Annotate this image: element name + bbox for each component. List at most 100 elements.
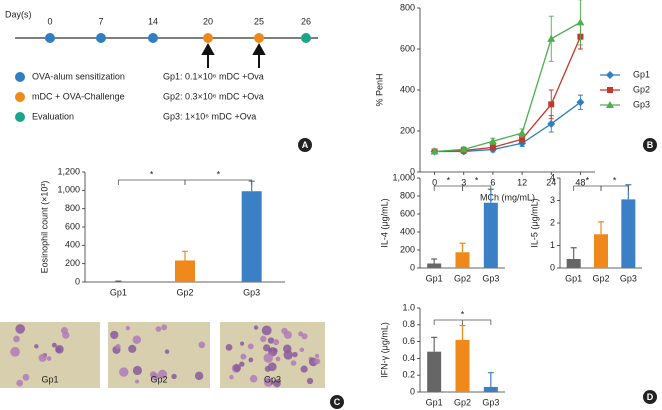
cell [239,361,245,367]
cell [10,346,20,357]
y-tick-label: 0 [75,276,80,286]
cell [260,335,267,343]
bar [483,202,498,268]
cell [292,351,298,358]
y-tick-label: 200 [400,244,415,254]
y-tick-label: 0.8 [402,319,415,329]
x-tick-label: Gp1 [110,287,127,297]
y-tick-label: 1,200 [57,166,80,176]
significance-bracket [433,185,463,191]
bar [566,259,581,268]
cell [128,344,137,353]
bar [594,234,608,268]
micrograph-label: Gp1 [41,374,58,384]
cell [314,353,320,358]
y-axis-label: IFN-γ (μg/mL) [379,322,389,378]
x-tick-label: 12 [517,177,527,187]
cell [13,335,20,343]
cell [300,365,308,373]
legend-dot [15,72,25,82]
y-tick-label: 1,000 [57,185,80,195]
error-bar [598,221,604,235]
marker [547,119,556,128]
y-tick-label: 4 [550,172,555,182]
bar [175,260,195,282]
x-tick-label: 24 [546,177,556,187]
marker [607,87,613,93]
marker [519,136,526,143]
x-tick-label: Gp1 [426,273,443,283]
day-dot [45,33,55,43]
y-tick-label: 600 [400,43,415,53]
error-bar [570,247,577,259]
marker [547,34,556,42]
y-tick-label: 1 [550,240,555,250]
day-dot [96,33,106,43]
cell [283,330,292,339]
x-tick-label: Gp3 [482,273,499,283]
cell [253,325,259,330]
marker [488,137,497,145]
cell [306,377,314,385]
bar [483,386,498,392]
legend-label: OVA-alum sensitization [32,71,125,81]
cell [198,341,206,349]
x-tick-label: 48 [575,177,585,187]
cell [248,357,254,363]
cell [110,330,119,340]
bar [241,191,262,282]
cell [240,353,247,360]
y-tick-label: 600 [400,208,415,218]
bar [427,351,442,392]
cell [115,343,121,350]
micrograph-label: Gp2 [150,374,167,384]
significance-label: * [217,169,221,179]
cell [132,365,142,376]
error-bar [431,336,438,352]
cell [229,374,234,380]
y-tick-label: 0 [550,262,555,272]
y-axis-label: IL-4 (μg/mL) [379,198,389,247]
y-tick-label: 800 [400,190,415,200]
y-tick-label: 3 [550,195,555,205]
y-tick-label: 0.4 [402,353,415,363]
cell [301,333,308,340]
cell [249,374,258,383]
significance-label: * [150,169,154,179]
cell [46,356,52,361]
cell [272,379,281,388]
legend-dot [15,112,25,122]
day-label: 20 [203,16,213,26]
panel-label: C [334,397,341,407]
x-tick-label: Gp1 [426,397,443,407]
day-label: 0 [47,16,52,26]
bar [621,199,636,268]
x-tick-label: Gp2 [592,273,609,283]
y-tick-label: 1.0 [402,302,415,312]
y-tick-label: 0.6 [402,336,415,346]
cell [22,373,30,381]
marker [606,71,614,79]
significance-bracket [462,185,492,191]
cell [125,325,131,331]
error-bar [459,325,466,340]
panel-label: A [302,140,309,150]
marker [459,145,468,153]
cell [267,362,277,372]
y-tick-label: 0.2 [402,370,415,380]
panel-label: D [647,392,654,402]
cell [38,353,47,362]
x-tick-label: 0 [432,177,437,187]
error-bar [459,242,466,253]
day-dot [254,33,264,43]
x-tick-label: Gp3 [482,397,499,407]
cell [119,367,129,377]
x-tick-label: Gp2 [454,397,471,407]
significance-bracket [433,319,492,325]
x-tick-label: Gp3 [243,287,260,297]
cell [16,379,24,387]
marker [518,129,527,137]
cell [275,356,281,362]
cell [263,353,273,363]
